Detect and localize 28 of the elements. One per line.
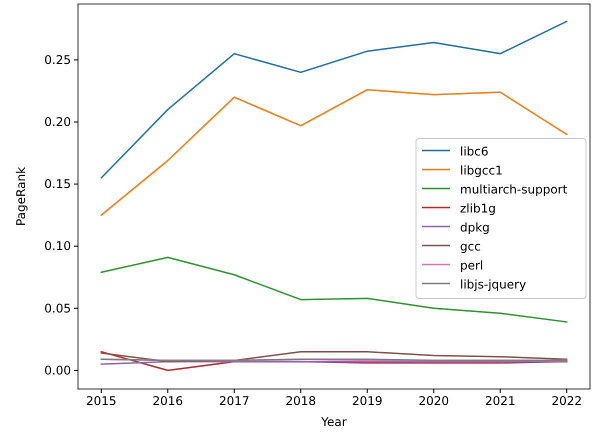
x-tick-label: 2016: [152, 394, 184, 408]
y-tick-label: 0.25: [44, 52, 71, 67]
legend-label: perl: [460, 258, 484, 272]
x-tick-label: 2015: [86, 394, 117, 408]
x-tick-label: 2022: [551, 394, 582, 408]
x-tick-label: 2019: [352, 394, 383, 408]
legend-label: libgcc1: [460, 164, 503, 178]
line-series: [100, 88, 568, 216]
y-tick-label: 0.20: [44, 114, 71, 129]
x-axis-title: Year: [320, 415, 347, 429]
line-series: [100, 256, 568, 323]
legend-label: multiarch-support: [460, 182, 568, 196]
legend-label: zlib1g: [460, 202, 496, 216]
y-tick-label: 0.15: [44, 177, 71, 192]
legend-label: gcc: [460, 240, 481, 254]
x-tick-label: 2018: [285, 394, 316, 408]
x-tick-label: 2021: [484, 394, 516, 408]
line-series: [100, 350, 568, 362]
y-axis-title: PageRank: [14, 166, 28, 226]
legend-label: dpkg: [460, 220, 490, 234]
x-tick-label: 2017: [218, 394, 250, 408]
y-tick-label: 0.00: [44, 363, 71, 378]
legend-label: libjs-jquery: [460, 278, 526, 292]
y-tick-label: 0.10: [44, 239, 71, 254]
x-tick-label: 2020: [418, 394, 450, 408]
line-series: [100, 20, 568, 179]
y-tick-label: 0.05: [44, 301, 71, 316]
legend-label: libc6: [460, 144, 489, 158]
